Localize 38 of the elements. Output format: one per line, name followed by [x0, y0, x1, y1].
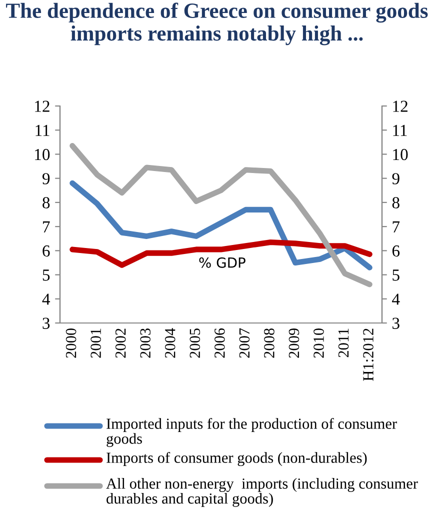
x-tick-label: 2000 — [66, 328, 76, 358]
x-tick-label: 2004 — [164, 328, 176, 358]
y-tick-label: 5 — [42, 270, 50, 281]
y-tick-label: 4 — [42, 294, 50, 305]
x-tick-label: 2007 — [239, 328, 250, 358]
y-tick-label: 3 — [42, 318, 50, 329]
legend-label: Imported inputs for the production of consumer goods — [106, 418, 397, 447]
legend-label: All other non-energy imports (including consumer durables and capital goods) — [106, 478, 418, 507]
legend-label: Imports of consumer goods (non-durables) — [106, 452, 367, 466]
y-tick-label: 6 — [42, 245, 50, 257]
y2-tick-label: 5 — [392, 270, 400, 281]
y2-tick-label: 4 — [392, 294, 400, 305]
y-tick-label: 9 — [42, 173, 50, 184]
x-tick-label: 2011 — [338, 328, 349, 358]
y-tick-label: 11 — [36, 124, 50, 136]
y2-tick-label: 12 — [393, 100, 408, 112]
y2-tick-label: 3 — [392, 318, 400, 329]
y2-tick-label: 8 — [392, 197, 400, 208]
y-tick-label: 12 — [35, 100, 50, 112]
y-tick-label: 7 — [43, 221, 50, 232]
x-tick-label: 2010 — [314, 328, 324, 358]
chart-title: The dependence of Greece on consumer goods imports remains notably high ... — [6, 2, 428, 46]
y2-tick-label: 11 — [393, 124, 407, 136]
x-tick-label: 2002 — [115, 328, 126, 358]
annotation: % GDP — [199, 257, 246, 268]
x-tick-label: 2003 — [140, 328, 151, 358]
y2-tick-label: 7 — [392, 221, 400, 232]
y-tick-label: 10 — [35, 148, 50, 160]
x-tick-label: H1:2012 — [363, 328, 374, 381]
y-tick-label: 8 — [42, 197, 50, 208]
y2-tick-label: 9 — [392, 173, 400, 184]
x-tick-label: 2008 — [264, 328, 274, 358]
x-tick-label: 2001 — [90, 328, 101, 358]
y2-tick-label: 10 — [393, 148, 408, 160]
x-tick-label: 2005 — [190, 328, 200, 358]
y2-tick-label: 6 — [392, 245, 400, 257]
x-tick-label: 2009 — [288, 328, 300, 358]
x-tick-label: 2006 — [214, 328, 225, 358]
